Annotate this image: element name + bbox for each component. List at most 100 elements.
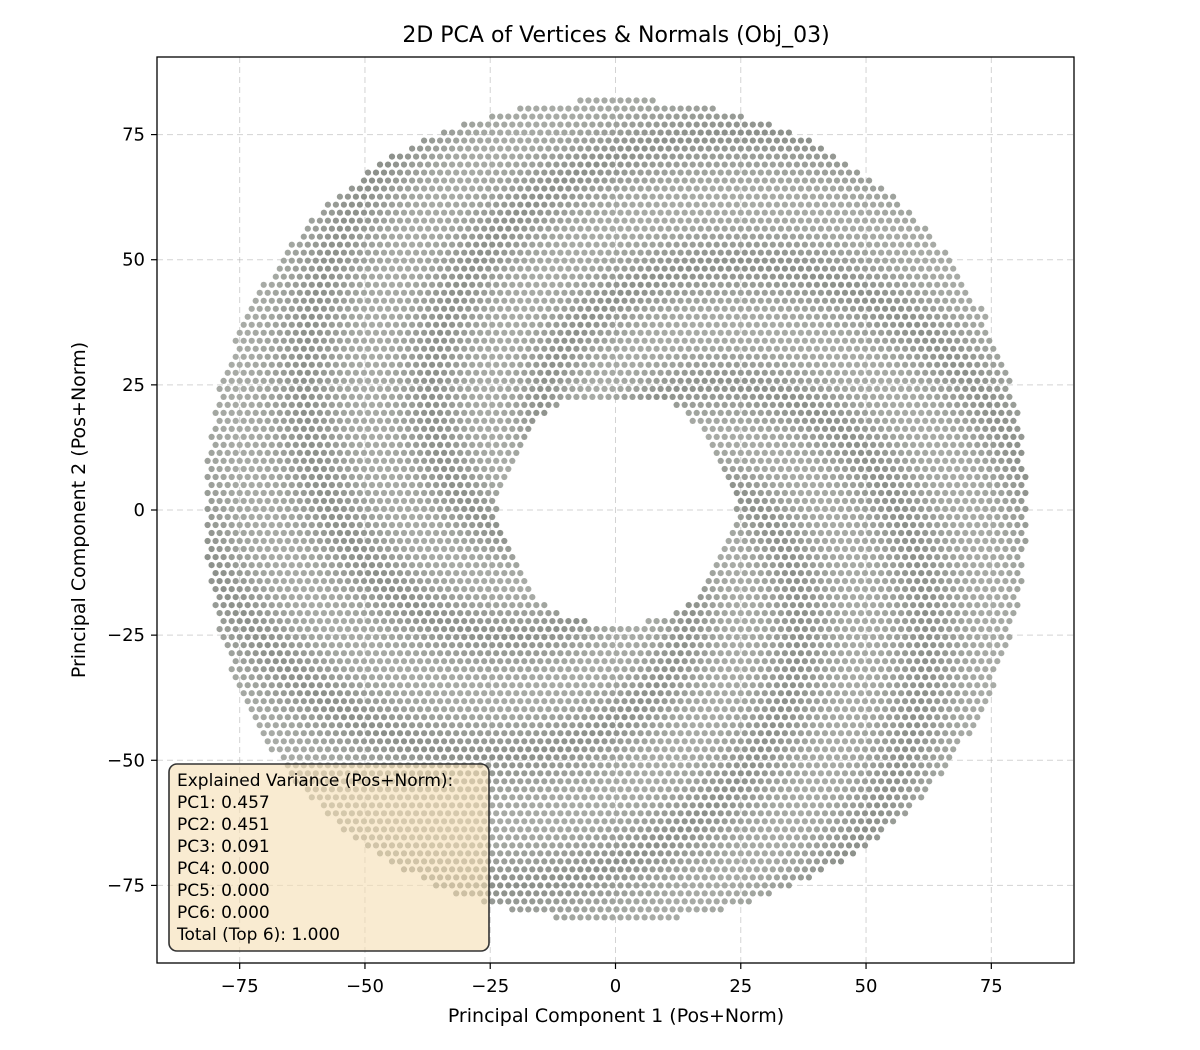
scatter-point xyxy=(525,762,532,769)
scatter-point xyxy=(797,521,805,529)
scatter-point xyxy=(717,618,724,625)
scatter-point xyxy=(785,850,793,857)
scatter-point xyxy=(825,529,833,537)
scatter-point xyxy=(757,746,764,753)
scatter-point xyxy=(332,618,339,625)
scatter-point xyxy=(324,650,331,657)
scatter-point xyxy=(849,802,857,809)
scatter-point xyxy=(260,489,267,497)
scatter-point xyxy=(509,425,516,432)
scatter-point xyxy=(589,858,596,865)
scatter-point xyxy=(849,401,857,408)
scatter-point xyxy=(906,706,913,713)
scatter-point xyxy=(425,594,432,601)
scatter-point xyxy=(641,914,648,921)
scatter-point xyxy=(304,529,311,537)
scatter-point xyxy=(817,642,825,649)
scatter-point xyxy=(429,714,436,721)
scatter-point xyxy=(625,786,632,793)
scatter-point xyxy=(950,554,957,561)
scatter-point xyxy=(962,401,969,408)
scatter-point xyxy=(569,786,576,793)
scatter-point xyxy=(453,554,460,561)
scatter-point xyxy=(717,842,724,849)
scatter-point xyxy=(669,906,676,913)
scatter-point xyxy=(553,866,560,873)
scatter-point xyxy=(248,674,255,681)
scatter-point xyxy=(685,778,692,785)
scatter-point xyxy=(509,746,516,753)
scatter-point xyxy=(870,602,877,609)
scatter-point xyxy=(829,409,837,416)
scatter-point xyxy=(417,738,424,745)
scatter-point xyxy=(372,730,380,737)
scatter-point xyxy=(725,890,732,897)
scatter-point xyxy=(541,698,548,705)
scatter-point xyxy=(645,730,652,737)
scatter-point xyxy=(745,738,752,745)
scatter-point xyxy=(741,602,748,609)
scatter-point xyxy=(260,409,267,416)
scatter-point xyxy=(914,722,921,729)
scatter-point xyxy=(809,754,817,761)
scatter-point xyxy=(898,433,905,440)
scatter-point xyxy=(866,626,873,633)
scatter-point xyxy=(429,746,436,753)
scatter-point xyxy=(601,738,608,745)
scatter-point xyxy=(545,722,552,729)
scatter-point xyxy=(284,746,291,753)
scatter-point xyxy=(404,409,412,416)
scatter-point xyxy=(216,529,223,537)
scatter-point xyxy=(777,529,785,537)
scatter-point xyxy=(513,690,520,697)
scatter-point xyxy=(689,882,696,889)
scatter-point xyxy=(713,626,720,633)
scatter-point xyxy=(769,578,776,585)
scatter-point xyxy=(641,786,648,793)
scatter-point xyxy=(870,537,877,545)
scatter-point xyxy=(441,674,448,681)
scatter-point xyxy=(902,794,909,801)
scatter-point xyxy=(613,746,620,753)
scatter-point xyxy=(930,481,937,489)
scatter-point xyxy=(733,618,740,625)
scatter-point xyxy=(617,866,624,873)
scatter-point xyxy=(232,433,239,440)
scatter-point xyxy=(413,457,420,464)
scatter-point xyxy=(950,730,957,737)
scatter-point xyxy=(529,802,536,809)
scatter-point xyxy=(685,698,692,705)
scatter-point xyxy=(926,618,933,625)
scatter-point xyxy=(1018,481,1025,489)
scatter-point xyxy=(733,714,740,721)
scatter-point xyxy=(994,545,1001,553)
scatter-point xyxy=(304,578,311,585)
scatter-point xyxy=(878,489,885,497)
scatter-point xyxy=(930,497,937,505)
scatter-point xyxy=(240,417,247,424)
scatter-point xyxy=(513,818,520,825)
scatter-point xyxy=(914,754,921,761)
scatter-point xyxy=(725,666,732,673)
scatter-point xyxy=(713,594,720,601)
scatter-point xyxy=(348,714,355,721)
scatter-point xyxy=(693,858,700,865)
scatter-point xyxy=(388,457,396,464)
scatter-point xyxy=(653,746,660,753)
scatter-point xyxy=(773,810,781,817)
scatter-point xyxy=(617,706,624,713)
scatter-point xyxy=(449,433,456,440)
scatter-point xyxy=(998,586,1005,593)
scatter-point xyxy=(866,562,873,569)
scatter-point xyxy=(316,409,323,416)
scatter-point xyxy=(829,634,837,641)
scatter-point xyxy=(894,521,901,529)
scatter-point xyxy=(617,674,624,681)
scatter-point xyxy=(529,754,536,761)
scatter-point xyxy=(380,730,388,737)
scatter-point xyxy=(328,578,335,585)
scatter-point xyxy=(332,521,339,529)
scatter-point xyxy=(761,610,768,617)
scatter-point xyxy=(1002,513,1009,521)
scatter-point xyxy=(1018,545,1025,553)
